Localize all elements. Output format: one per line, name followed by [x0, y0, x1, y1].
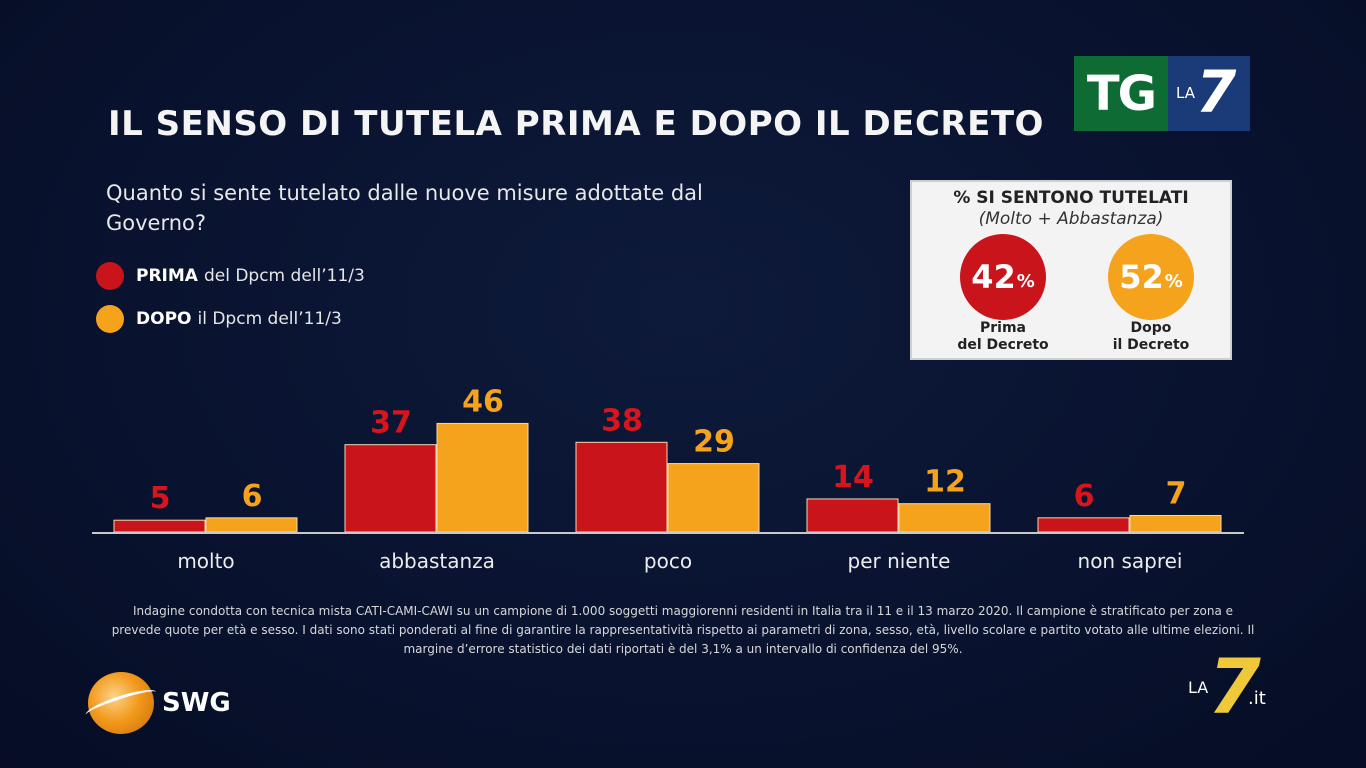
data-label-poco-prima: 38 — [601, 403, 643, 438]
legend-dot-red-icon — [96, 262, 124, 290]
legend-prima-bold: PRIMA — [136, 266, 198, 286]
legend-prima: PRIMA del Dpcm dell’11/3 — [96, 262, 365, 290]
summary-dopo-value: 52 — [1119, 258, 1164, 296]
survey-question: Quanto si sente tutelato dalle nuove mis… — [106, 181, 703, 235]
data-label-non-saprei-dopo: 7 — [1166, 476, 1187, 511]
summary-prima-label-2: del Decreto — [957, 337, 1049, 353]
summary-title: % SI SENTONO TUTELATI — [953, 188, 1189, 208]
category-label-poco: poco — [644, 549, 692, 573]
legend-dopo: DOPO il Dpcm dell’11/3 — [96, 305, 342, 333]
bar-non-saprei-dopo — [1129, 514, 1222, 533]
summary-circle-dopo: 52% — [1108, 234, 1194, 320]
summary-circle-prima: 42% — [960, 234, 1046, 320]
summary-box: % SI SENTONO TUTELATI (Molto + Abbastanz… — [910, 180, 1232, 360]
tg-la7-logo: TG LA 7 — [1074, 56, 1250, 131]
swg-logo-text: SWG — [162, 688, 231, 718]
summary-prima-label: Prima del Decreto — [943, 320, 1063, 354]
summary-prima-pct: % — [1016, 270, 1035, 292]
bar-per-niente-dopo — [898, 503, 991, 533]
summary-prima-value: 42 — [971, 258, 1016, 296]
data-label-abbastanza-prima: 37 — [370, 406, 412, 441]
category-label-per-niente: per niente — [848, 549, 951, 573]
data-label-abbastanza-dopo: 46 — [462, 384, 504, 419]
summary-dopo-label-1: Dopo — [1130, 320, 1172, 336]
data-label-per-niente-dopo: 12 — [924, 465, 966, 500]
globe-icon — [88, 672, 154, 734]
la7-logo-block: LA 7 — [1168, 56, 1250, 131]
la7-it-logo: 7 LA .it — [1188, 642, 1283, 731]
category-label-molto: molto — [177, 549, 234, 573]
legend-dopo-bold: DOPO — [136, 309, 192, 329]
methodology-footnote: Indagine condotta con tecnica mista CATI… — [111, 604, 1255, 656]
legend-prima-text: del Dpcm dell’11/3 — [203, 266, 365, 286]
la7-logo-seven: 7 — [1196, 58, 1237, 126]
bar-abbastanza-prima — [344, 444, 437, 533]
tg-logo-text: TG — [1074, 56, 1168, 131]
data-label-non-saprei-prima: 6 — [1074, 479, 1095, 514]
category-label-abbastanza: abbastanza — [379, 549, 495, 573]
bar-molto-dopo — [205, 517, 298, 533]
bar-poco-dopo — [667, 463, 760, 533]
data-label-molto-dopo: 6 — [242, 479, 263, 514]
chart-title: IL SENSO DI TUTELA PRIMA E DOPO IL DECRE… — [108, 104, 1044, 144]
summary-dopo-pct: % — [1164, 270, 1183, 292]
legend-dopo-text: il Dpcm dell’11/3 — [197, 309, 342, 329]
swg-logo: SWG — [88, 672, 231, 734]
data-label-molto-prima: 5 — [150, 481, 171, 516]
category-label-non-saprei: non saprei — [1078, 549, 1183, 573]
summary-subtitle: (Molto + Abbastanza) — [978, 209, 1164, 229]
summary-dopo-label: Dopo il Decreto — [1091, 320, 1211, 354]
la7it-la: LA — [1188, 678, 1209, 697]
bar-molto-prima — [113, 519, 206, 533]
la7-logo-la: LA — [1176, 84, 1195, 102]
bar-poco-prima — [575, 441, 668, 533]
bar-abbastanza-dopo — [436, 422, 529, 533]
data-label-per-niente-prima: 14 — [832, 460, 874, 495]
legend-dot-orange-icon — [96, 305, 124, 333]
data-label-poco-dopo: 29 — [693, 425, 735, 460]
la7it-seven: 7 — [1208, 642, 1261, 731]
bar-non-saprei-prima — [1037, 517, 1130, 533]
summary-dopo-label-2: il Decreto — [1112, 337, 1190, 353]
la7it-it: .it — [1248, 688, 1266, 709]
summary-prima-label-1: Prima — [980, 320, 1026, 336]
bar-per-niente-prima — [806, 498, 899, 533]
